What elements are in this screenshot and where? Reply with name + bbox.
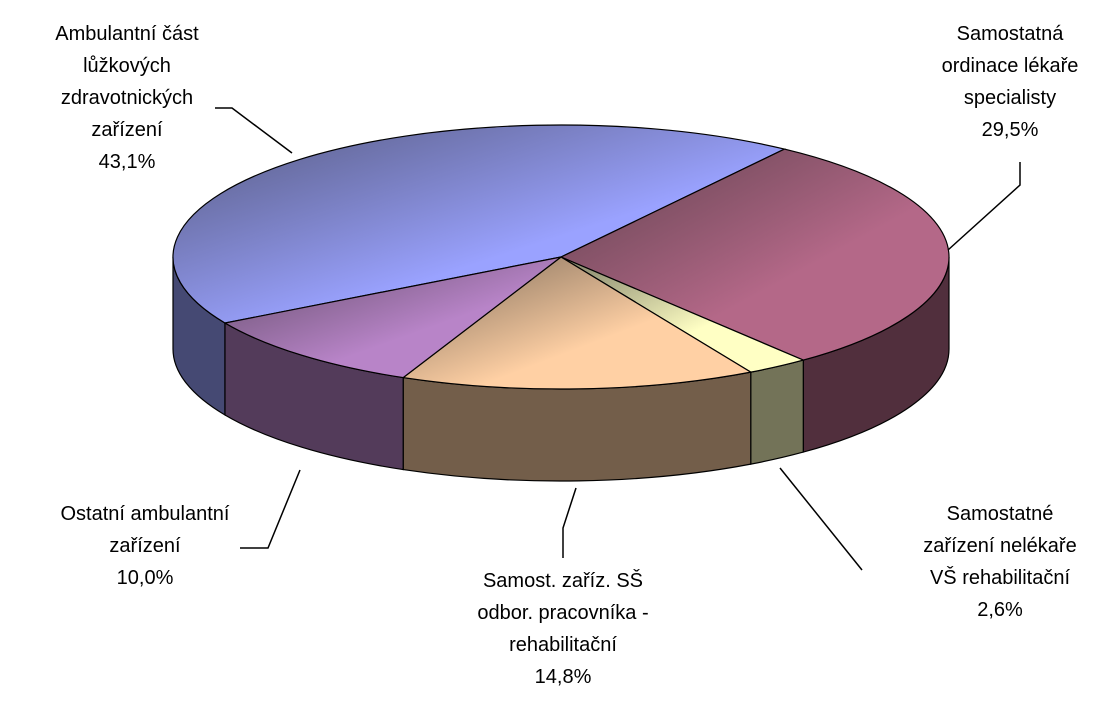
leader-line <box>947 162 1021 251</box>
slice <box>223 256 562 379</box>
leader-line <box>562 487 577 558</box>
value-label: 29,5% <box>981 119 1039 141</box>
leader-line <box>240 469 301 549</box>
category-label: Ostatní ambulantní zařízení <box>60 503 230 557</box>
slice <box>401 256 753 390</box>
data-label: Ostatní ambulantní zařízení 10,0% <box>15 498 275 594</box>
slice <box>559 148 950 361</box>
data-label: Samostatná ordinace lékaře specialisty 29… <box>880 18 1101 146</box>
category-label: Samost. zaříz. SŠ odbor. pracovníka - re… <box>477 570 649 656</box>
data-label: Ambulantní část lůžkových zdravotnických… <box>0 18 257 178</box>
slice <box>172 124 787 324</box>
leader-line <box>215 107 293 154</box>
data-label: Samost. zaříz. SŠ odbor. pracovníka - re… <box>433 565 693 693</box>
category-label: Samostatné zařízení nelékaře VŠ rehabili… <box>923 503 1077 589</box>
value-label: 14,8% <box>534 666 592 688</box>
leader-line <box>779 467 863 571</box>
leader-lines <box>215 107 1021 571</box>
category-label: Ambulantní část lůžkových zdravotnických… <box>55 23 199 141</box>
data-label: Samostatné zařízení nelékaře VŠ rehabili… <box>870 498 1101 626</box>
slice-side <box>750 359 804 465</box>
value-label: 43,1% <box>98 151 156 173</box>
category-label: Samostatná ordinace lékaře specialisty <box>941 23 1079 109</box>
value-label: 10,0% <box>116 567 174 589</box>
slices <box>172 124 950 482</box>
value-label: 2,6% <box>977 599 1023 621</box>
